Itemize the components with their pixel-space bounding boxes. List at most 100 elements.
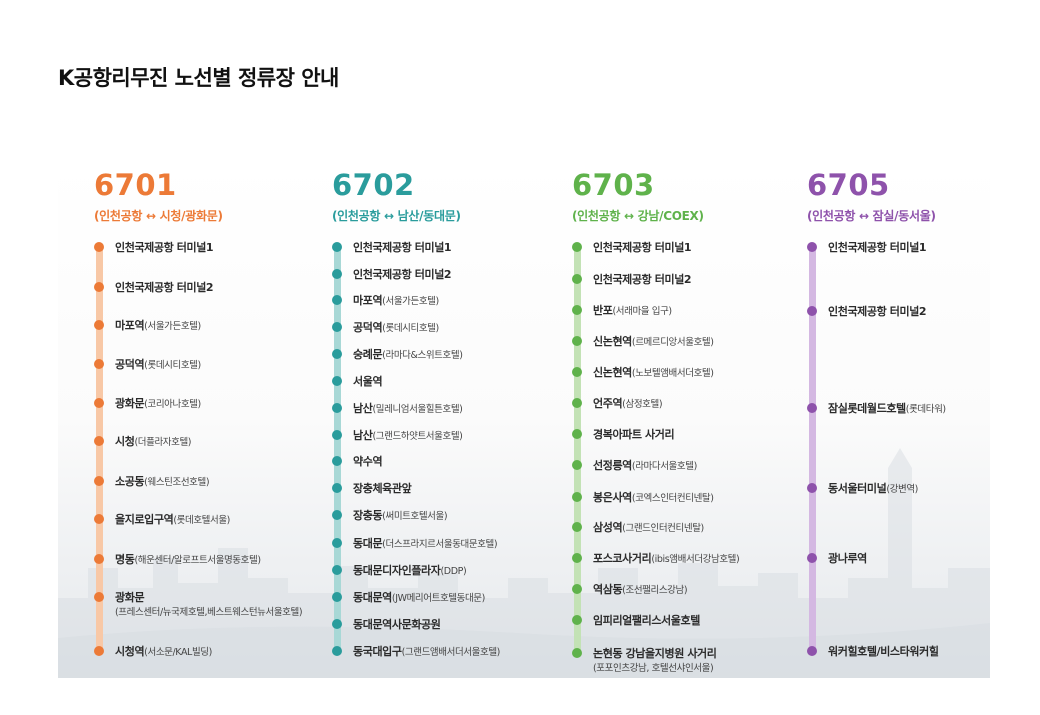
stop-label: 동대문역(JW메리어트호텔동대문) <box>353 589 485 605</box>
route-description: (인천공항 ↔ 남산/동대문) <box>332 209 461 223</box>
stop-label: 숭례문(라마다&스위트호텔) <box>353 346 463 362</box>
stop-dot-icon <box>332 376 342 386</box>
stop-landmark: (ibis앰배서더강남호텔) <box>651 554 740 565</box>
route-line <box>96 247 103 651</box>
stop-name: 공덕역 <box>353 321 383 334</box>
stop-name: 워커힐호텔/비스타워커힐 <box>828 645 939 658</box>
stop-landmark: (서소문/KAL빌딩) <box>144 647 212 658</box>
route-6701: 6701 (인천공항 ↔ 시청/광화문) 인천국제공항 터미널1 인천국제공항 터미널… <box>58 163 303 678</box>
route-stop: 광화문 (프레스센터/뉴국제호텔,베스트웨스턴뉴서울호텔) <box>94 591 514 618</box>
stop-landmark: (웨스틴조선호텔) <box>144 477 210 488</box>
stop-label: 서울역 <box>353 373 383 389</box>
stop-label: 선정릉역(라마다서울호텔) <box>593 457 697 473</box>
stop-name: 언주역 <box>593 397 623 410</box>
stop-name: 광화문 <box>115 397 145 410</box>
stop-dot-icon <box>332 619 342 629</box>
stop-landmark: (코엑스인터컨티넨탈) <box>631 493 714 504</box>
route-stop: 시청역(서소문/KAL빌딩) <box>94 645 514 658</box>
stop-dot-icon <box>572 429 582 439</box>
route-number: 6702 <box>332 168 415 202</box>
stop-label: 인천국제공항 터미널1 <box>828 239 927 255</box>
stop-name: 선정릉역 <box>593 459 632 472</box>
stop-name: 인천국제공항 터미널1 <box>353 241 452 254</box>
stop-name: 인천국제공항 터미널2 <box>115 281 214 294</box>
route-stop: 마포역(서울가든호텔) <box>332 294 752 307</box>
stop-name: 경복아파트 사거리 <box>593 428 675 441</box>
route-stop: 숭례문(라마다&스위트호텔) <box>332 348 752 361</box>
stop-label: 신논현역(르메르디앙서울호텔) <box>593 333 714 349</box>
stop-dot-icon <box>332 430 342 440</box>
stop-landmark: (서울가든호텔) <box>382 296 439 307</box>
stop-label: 공덕역(롯데시티호텔) <box>115 356 201 372</box>
stop-dot-icon <box>572 648 582 658</box>
stop-name: 봉은사역 <box>593 491 632 504</box>
stop-landmark: (DDP) <box>440 566 467 577</box>
stop-landmark: (라마다서울호텔) <box>631 461 697 472</box>
route-line <box>574 247 581 653</box>
stop-landmark: (삼정호텔) <box>622 399 663 410</box>
route-stop: 동서울터미널(강변역) <box>807 482 990 495</box>
route-number: 6703 <box>572 168 655 202</box>
stop-dot-icon <box>332 295 342 305</box>
stop-name: 신논현역 <box>593 366 632 379</box>
stop-dot-icon <box>572 305 582 315</box>
route-stop: 잠실롯데월드호텔(롯데타워) <box>807 402 990 415</box>
stop-dot-icon <box>94 359 104 369</box>
stop-dot-icon <box>94 282 104 292</box>
stop-name: 반포 <box>593 304 613 317</box>
stop-name: 삼성역 <box>593 521 623 534</box>
stop-dot-icon <box>572 398 582 408</box>
stop-label: 포스코사거리(ibis앰배서더강남호텔) <box>593 550 740 566</box>
stop-label: 광나루역 <box>828 550 867 566</box>
stop-dot-icon <box>332 483 342 493</box>
stop-name: 광나루역 <box>828 552 867 565</box>
stop-name: 동국대입구 <box>353 645 402 658</box>
stop-dot-icon <box>572 367 582 377</box>
stop-dot-icon <box>94 436 104 446</box>
stop-dot-icon <box>94 592 104 602</box>
stop-label: 인천국제공항 터미널2 <box>828 303 927 319</box>
route-stop: 인천국제공항 터미널2 <box>572 273 990 286</box>
stop-dot-icon <box>332 510 342 520</box>
stop-name: 약수역 <box>353 455 383 468</box>
route-stop: 인천국제공항 터미널1 <box>807 241 990 254</box>
stop-label: 언주역(삼정호텔) <box>593 395 663 411</box>
stop-name: 동대문디자인플라자 <box>353 564 441 577</box>
stop-dot-icon <box>332 322 342 332</box>
stop-name: 장충동 <box>353 509 383 522</box>
route-stop: 동대문역사문화공원 <box>332 618 752 631</box>
stop-dot-icon <box>94 646 104 656</box>
route-description: (인천공항 ↔ 잠실/동서울) <box>807 209 936 223</box>
stop-name: 인천국제공항 터미널1 <box>115 241 214 254</box>
stop-dot-icon <box>572 274 582 284</box>
stop-dot-icon <box>572 460 582 470</box>
stop-dot-icon <box>332 403 342 413</box>
stop-label: 동국대입구(그랜드앰배서더서울호텔) <box>353 643 500 659</box>
route-stop: 워커힐호텔/비스타워커힐 <box>807 645 990 658</box>
route-stop: 광나루역 <box>807 552 990 565</box>
stop-dot-icon <box>807 403 817 413</box>
route-stop: 임피리얼팰리스서울호텔 <box>572 614 990 627</box>
route-stop: 선정릉역(라마다서울호텔) <box>572 459 990 472</box>
route-stop: 마포역(서울가든호텔) <box>94 319 514 332</box>
stop-label: 약수역 <box>353 453 383 469</box>
stop-dot-icon <box>807 242 817 252</box>
stop-landmark: (더플라자호텔) <box>134 437 192 448</box>
stop-landmark: (JW메리어트호텔동대문) <box>391 593 485 604</box>
route-stop: 반포(서래마을 입구) <box>572 304 990 317</box>
route-stop: 경복아파트 사거리 <box>572 428 990 441</box>
route-stop: 소공동(웨스틴조선호텔) <box>94 475 514 488</box>
stop-name: 신논현역 <box>593 335 632 348</box>
stop-dot-icon <box>807 483 817 493</box>
stop-landmark: (써미트호텔서울) <box>382 511 448 522</box>
stop-name: 인천국제공항 터미널2 <box>353 268 452 281</box>
stop-dot-icon <box>332 349 342 359</box>
stop-name: 광화문 <box>115 591 145 604</box>
stop-dot-icon <box>94 242 104 252</box>
stop-name: 포스코사거리 <box>593 552 652 565</box>
stop-dot-icon <box>332 456 342 466</box>
stop-label: 동서울터미널(강변역) <box>828 480 918 496</box>
route-stop: 시청(더플라자호텔) <box>94 435 514 448</box>
stop-name: 마포역 <box>353 294 383 307</box>
stop-label: 마포역(서울가든호텔) <box>115 317 201 333</box>
